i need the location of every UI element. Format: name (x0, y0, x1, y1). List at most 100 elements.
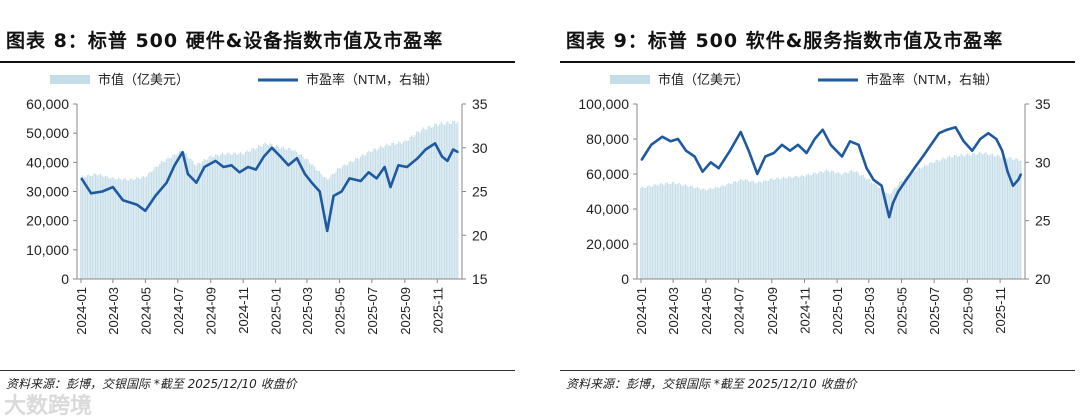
market-cap-bar (978, 152, 980, 279)
pe-ratio-point (406, 166, 408, 168)
market-cap-bar (315, 170, 317, 279)
market-cap-bar (882, 190, 884, 279)
market-cap-bar (744, 179, 746, 279)
market-cap-bar (894, 187, 896, 279)
market-cap-bar (373, 148, 375, 279)
market-cap-bar (927, 165, 929, 279)
market-cap-bar (309, 163, 311, 279)
right-axis-tick-label: 30 (1035, 154, 1051, 170)
market-cap-bar (389, 145, 391, 279)
market-cap-bar (947, 156, 949, 279)
market-cap-bar (282, 146, 284, 279)
pe-ratio-point (962, 140, 965, 143)
market-cap-bar (254, 149, 256, 279)
market-cap-bar (290, 150, 293, 279)
pe-ratio-point (805, 152, 808, 154)
market-cap-bar (754, 183, 756, 279)
pe-ratio-point (195, 181, 198, 184)
market-cap-bar (440, 121, 442, 279)
market-cap-bar (721, 185, 723, 279)
x-axis-tick-label: 2024-01 (634, 287, 649, 335)
pe-ratio-point (905, 179, 908, 181)
market-cap-bar (80, 176, 82, 279)
market-cap-bar (899, 181, 901, 279)
market-cap-bar (953, 154, 956, 279)
pe-ratio-point (829, 144, 832, 146)
market-cap-bar (972, 153, 974, 279)
market-cap-bar (937, 159, 939, 279)
market-cap-bar (287, 147, 289, 279)
market-cap-bar (146, 176, 148, 279)
market-cap-bar (178, 150, 181, 279)
market-cap-bar (284, 148, 286, 279)
market-cap-bar (792, 177, 795, 279)
market-cap-bar (271, 144, 273, 279)
market-cap-bar (822, 172, 824, 279)
market-cap-bar (957, 157, 959, 279)
market-cap-bar (353, 161, 355, 279)
market-cap-bar (455, 123, 457, 279)
market-cap-bar (394, 145, 396, 279)
x-axis-tick-label: 2024-07 (732, 287, 747, 335)
market-cap-bar (417, 131, 419, 279)
market-cap-bar (766, 180, 768, 279)
market-cap-bar (728, 183, 730, 279)
market-cap-bar (195, 165, 197, 279)
market-cap-bar (277, 146, 279, 279)
market-cap-bar (1015, 158, 1017, 279)
market-cap-bar (857, 172, 859, 279)
market-cap-bar (272, 146, 275, 279)
market-cap-bar (995, 156, 997, 279)
market-cap-bar (226, 152, 228, 279)
market-cap-bar (292, 150, 294, 279)
market-cap-bar (835, 173, 838, 279)
market-cap-bar (932, 163, 934, 279)
market-cap-bar (696, 186, 698, 279)
market-cap-bar (96, 175, 98, 279)
market-cap-bar (839, 173, 841, 279)
market-cap-bar (806, 174, 808, 279)
market-cap-bar (915, 170, 917, 279)
market-cap-bar (305, 158, 307, 279)
market-cap-bar (253, 148, 255, 279)
market-cap-bar (386, 143, 388, 279)
market-cap-bar (150, 172, 153, 279)
pe-ratio-point (669, 140, 672, 143)
x-axis-tick-label: 2024-03 (106, 287, 121, 335)
market-cap-bar (422, 127, 424, 279)
market-cap-bar (1020, 160, 1022, 279)
market-cap-bar (213, 156, 215, 279)
x-axis-tick-label: 2025-01 (269, 287, 284, 335)
pe-ratio-point (214, 160, 217, 162)
figure-8-chart: 市值（亿美元） 市盈率（NTM，右轴） 0 10,000 20,000 30,000 40,… (26, 72, 488, 335)
market-cap-bar (302, 157, 304, 279)
market-cap-bar (905, 176, 907, 279)
pe-ratio-point (756, 173, 759, 175)
market-cap-bar (147, 173, 149, 279)
market-cap-bar (910, 172, 912, 279)
market-cap-bar (699, 189, 702, 279)
market-cap-bar (164, 161, 166, 279)
pe-ratio-point (359, 180, 362, 182)
pe-ratio-point (457, 151, 459, 153)
pe-ratio-point (203, 166, 206, 168)
market-cap-bar (328, 178, 330, 279)
left-axis-tick-label: 80,000 (586, 131, 629, 147)
market-cap-bar (157, 166, 159, 279)
market-cap-bar (119, 179, 121, 279)
market-cap-bar (348, 162, 350, 279)
market-cap-bar (246, 150, 248, 279)
market-cap-bar (968, 155, 970, 279)
market-cap-bar (930, 161, 932, 279)
pe-ratio-point (279, 155, 282, 158)
market-cap-bar (844, 171, 846, 279)
market-cap-bar (368, 150, 370, 279)
market-cap-bar (404, 139, 406, 279)
pe-ratio-point (717, 167, 720, 169)
market-cap-bar (797, 177, 800, 279)
market-cap-bar (942, 157, 944, 279)
market-cap-bar (99, 173, 102, 279)
figure-8-title-rule (0, 61, 515, 63)
market-cap-bar (849, 170, 851, 279)
market-cap-bar (1003, 155, 1005, 279)
